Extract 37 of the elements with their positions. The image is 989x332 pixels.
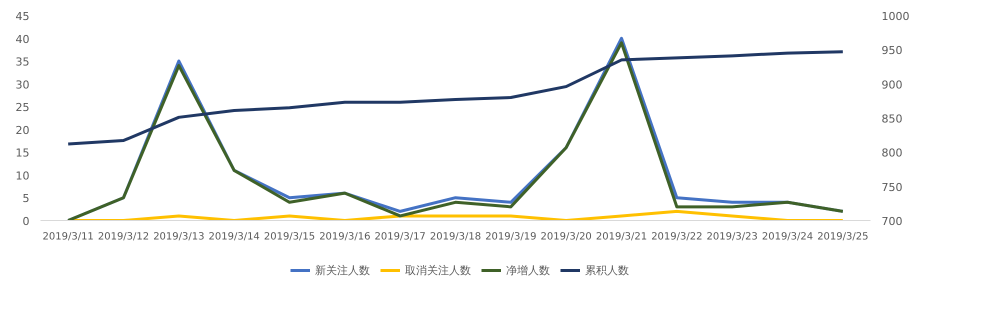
- x-tick-label: 2019/3/25: [817, 232, 868, 242]
- y2-tick-label: 950: [882, 44, 902, 58]
- y2-tick-label: 850: [882, 112, 902, 126]
- y-tick-label: 40: [16, 32, 30, 46]
- x-tick-label: 2019/3/15: [264, 232, 316, 242]
- x-tick-label: 2019/3/14: [208, 232, 260, 242]
- x-tick-label: 2019/3/16: [319, 232, 370, 242]
- x-tick-label: 2019/3/19: [485, 232, 536, 242]
- y-tick-label: 10: [16, 169, 30, 182]
- x-tick-label: 2019/3/11: [42, 232, 94, 242]
- x-tick-label: 2019/3/23: [706, 232, 758, 242]
- y2-tick-label: 1000: [882, 10, 910, 23]
- x-tick-label: 2019/3/20: [540, 232, 592, 242]
- x-tick-label: 2019/3/24: [762, 232, 814, 242]
- legend-label: 新关注人数: [315, 262, 370, 278]
- x-tick-label: 2019/3/18: [430, 232, 482, 242]
- y2-tick-label: 900: [882, 78, 902, 92]
- y2-tick-label: 800: [882, 146, 902, 160]
- x-tick-label: 2019/3/12: [98, 232, 150, 242]
- y2-tick-label: 700: [882, 215, 902, 228]
- y2-tick-label: 750: [882, 180, 902, 194]
- x-tick-label: 2019/3/17: [374, 232, 426, 242]
- x-tick-label: 2019/3/13: [153, 232, 204, 242]
- y-tick-label: 35: [16, 56, 30, 69]
- legend-label: 取消关注人数: [405, 262, 471, 278]
- legend-label: 净增人数: [506, 262, 550, 278]
- y-tick-label: 15: [16, 146, 30, 160]
- y-tick-label: 20: [16, 124, 30, 137]
- x-tick-label: 2019/3/21: [596, 232, 648, 242]
- line-series: [66, 50, 844, 146]
- y-tick-label: 0: [22, 215, 30, 228]
- y-tick-label: 25: [16, 101, 30, 114]
- legend-label: 累积人数: [585, 262, 629, 278]
- y-tick-label: 30: [16, 78, 30, 92]
- y-tick-label: 45: [16, 10, 30, 23]
- x-tick-label: 2019/3/22: [651, 232, 702, 242]
- y-tick-label: 5: [22, 192, 30, 206]
